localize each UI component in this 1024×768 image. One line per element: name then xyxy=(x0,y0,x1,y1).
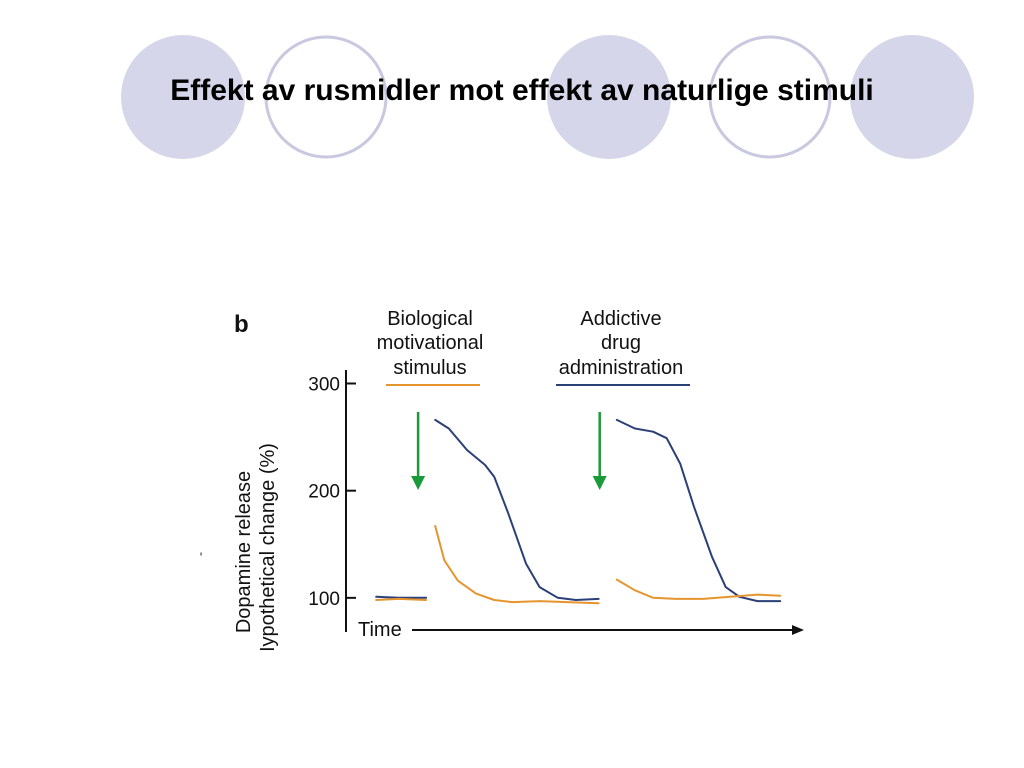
decor-circle-outline xyxy=(708,35,832,159)
y-tick-label-100: 100 xyxy=(308,589,340,610)
decor-circle-outline xyxy=(264,35,388,159)
stray-mark: - xyxy=(193,552,207,556)
title-decoration xyxy=(121,35,974,159)
legend-drug-line-1: Addictive xyxy=(580,308,661,330)
series-segment-2 xyxy=(375,597,428,601)
y-axis-label-line-1: Dopamine release xyxy=(233,471,255,633)
legend-natural-line-1: Biological xyxy=(387,308,473,330)
decor-circle-filled xyxy=(121,35,245,159)
series-segment-1 xyxy=(375,595,428,599)
legend-drug-line-2: drug xyxy=(601,332,641,354)
legend-drug-line-3: administration xyxy=(559,357,684,379)
y-tick-label-300: 300 xyxy=(308,375,340,396)
panel-label: b xyxy=(234,311,249,338)
legend-natural-line-2: motivational xyxy=(377,332,484,354)
x-axis-label: Time xyxy=(358,619,402,641)
stimulus-onset-arrow-1 xyxy=(411,412,426,490)
y-tick-label-200: 200 xyxy=(308,482,340,503)
series-segment-5 xyxy=(615,418,782,603)
dopamine-release-chart: b - Dopamine release Hypothetical change… xyxy=(193,308,804,650)
series-segment-3 xyxy=(434,418,600,601)
y-axis-label-line-2: Hypothetical change (%) xyxy=(257,443,279,650)
decor-circle-filled xyxy=(850,35,974,159)
x-axis-arrowhead xyxy=(792,625,804,635)
slide-title: Effekt av rusmidler mot effekt av naturl… xyxy=(170,74,874,107)
decor-circle-filled xyxy=(547,35,671,159)
series-segment-6 xyxy=(615,578,782,600)
series-segment-4 xyxy=(434,525,600,605)
legend-natural-line-3: stimulus xyxy=(393,357,466,379)
stimulus-onset-arrow-2 xyxy=(592,412,607,490)
